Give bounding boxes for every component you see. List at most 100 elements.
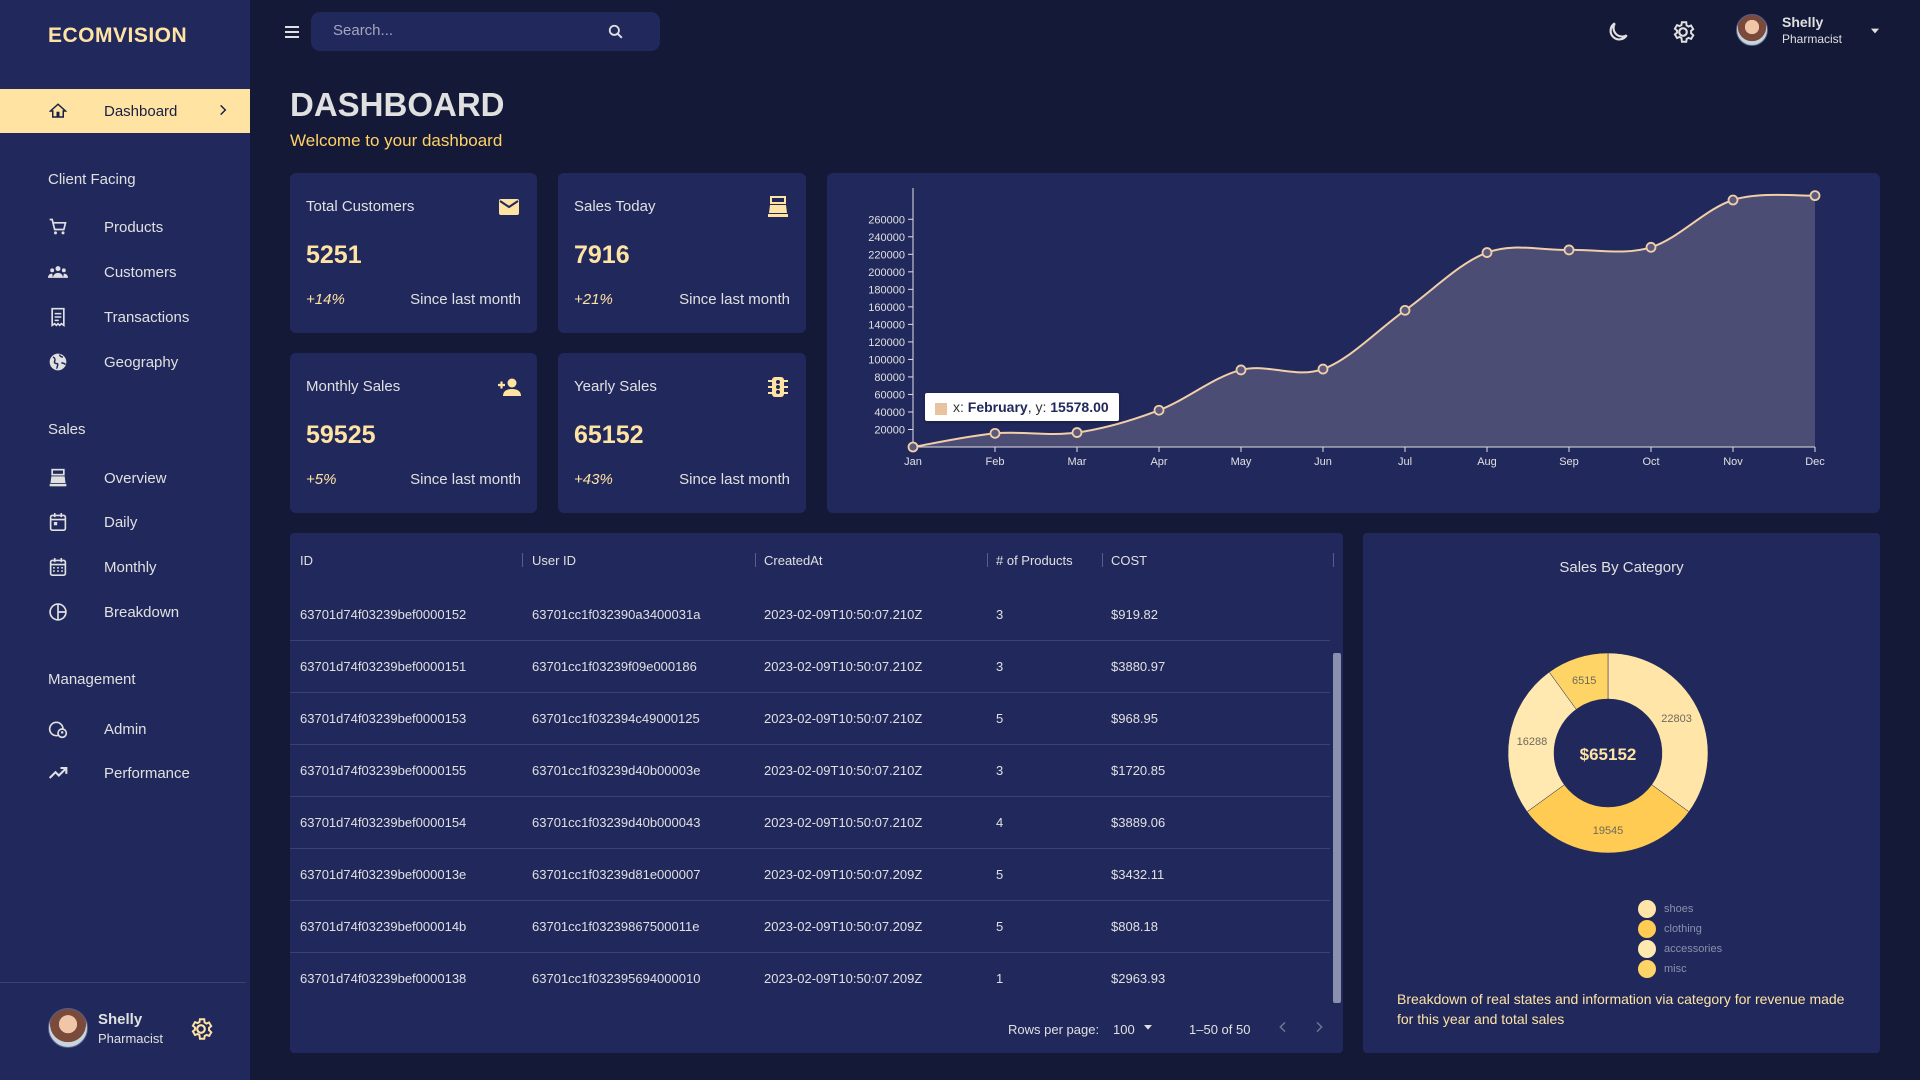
table-row[interactable]: 63701d74f03239bef0000138 63701cc1f032395… [290, 953, 1330, 1005]
data-point[interactable] [1071, 427, 1083, 438]
email-icon [497, 195, 521, 219]
legend-item-clothing[interactable]: clothing [1638, 920, 1702, 938]
column-separator[interactable] [1333, 553, 1334, 567]
rows-per-page-select[interactable]: 100 [1113, 1022, 1135, 1037]
sidebar-item-monthly[interactable]: Monthly [0, 545, 250, 589]
search-input[interactable] [333, 22, 613, 39]
dark-mode-moon-icon[interactable] [1605, 19, 1631, 45]
column-header-id[interactable]: ID [300, 553, 313, 568]
column-separator[interactable] [1102, 553, 1103, 567]
chevron-down-icon[interactable] [1868, 24, 1882, 38]
sidebar-item-products[interactable]: Products [0, 205, 250, 249]
calendar-month-icon [48, 557, 68, 577]
sidebar-item-label: Breakdown [104, 603, 180, 621]
pie-slice-misc[interactable] [1548, 652, 1609, 710]
search-icon[interactable] [606, 22, 626, 42]
sidebar-item-breakdown[interactable]: Breakdown [0, 590, 250, 634]
data-point[interactable] [1481, 247, 1493, 258]
table-row[interactable]: 63701d74f03239bef0000154 63701cc1f03239d… [290, 797, 1330, 849]
sidebar-item-admin[interactable]: Admin [0, 707, 250, 751]
stat-description: Since last month [679, 291, 790, 308]
stat-description: Since last month [410, 291, 521, 308]
cell-products: 5 [996, 711, 1004, 726]
x-tick-label: Mar [1068, 456, 1087, 468]
column-separator[interactable] [987, 553, 988, 567]
legend-item-shoes[interactable]: shoes [1638, 900, 1693, 918]
user-role: Pharmacist [98, 1030, 164, 1046]
next-page-icon[interactable] [1311, 1019, 1327, 1035]
cell-id: 63701d74f03239bef000013e [300, 867, 467, 882]
table-scrollbar[interactable] [1333, 653, 1341, 1003]
sidebar-item-daily[interactable]: Daily [0, 500, 250, 544]
chevron-down-icon[interactable] [1140, 1019, 1156, 1035]
sidebar-item-transactions[interactable]: Transactions [0, 295, 250, 339]
data-point[interactable] [907, 441, 919, 453]
sidebar-item-performance[interactable]: Performance [0, 751, 250, 795]
previous-page-icon[interactable] [1275, 1019, 1291, 1035]
cell-created-at: 2023-02-09T10:50:07.210Z [764, 763, 923, 778]
pie-slice-label: 16288 [1517, 736, 1548, 748]
sidebar-item-dashboard[interactable]: Dashboard [0, 89, 250, 133]
column-header-cost[interactable]: COST [1111, 553, 1148, 568]
data-point[interactable] [989, 427, 1001, 439]
data-point[interactable] [1153, 404, 1165, 416]
cell-user-id: 63701cc1f03239f09e000186 [532, 659, 697, 674]
data-point[interactable] [1399, 304, 1411, 316]
sidebar-item-label: Performance [104, 764, 190, 782]
column-separator[interactable] [755, 553, 756, 567]
table-row[interactable]: 63701d74f03239bef0000155 63701cc1f03239d… [290, 745, 1330, 797]
cell-cost: $3432.11 [1111, 867, 1165, 882]
chevron-right-icon [216, 103, 230, 120]
legend-label: misc [1664, 963, 1687, 975]
transactions-table: ID User ID CreatedAt # of Products COST … [290, 533, 1343, 1053]
user-name: Shelly [1782, 14, 1824, 30]
cell-created-at: 2023-02-09T10:50:07.209Z [764, 971, 923, 986]
settings-gear-icon[interactable] [1670, 19, 1696, 45]
sidebar-item-label: Customers [104, 263, 177, 281]
legend-label: shoes [1664, 903, 1694, 915]
sidebar-item-customers[interactable]: Customers [0, 250, 250, 294]
cell-products: 3 [996, 607, 1004, 622]
table-row[interactable]: 63701d74f03239bef0000151 63701cc1f03239f… [290, 641, 1330, 693]
sidebar-item-overview[interactable]: Overview [0, 456, 250, 500]
legend-item-accessories[interactable]: accessories [1638, 940, 1722, 958]
y-tick-label: 160000 [868, 302, 905, 314]
top-user-menu[interactable]: Shelly Pharmacist [1736, 14, 1842, 46]
table-row[interactable]: 63701d74f03239bef0000152 63701cc1f032390… [290, 589, 1330, 641]
cell-created-at: 2023-02-09T10:50:07.210Z [764, 711, 923, 726]
cell-products: 3 [996, 763, 1004, 778]
column-header-products[interactable]: # of Products [996, 553, 1073, 568]
y-tick-label: 180000 [868, 284, 905, 296]
avatar [48, 1008, 88, 1048]
cell-id: 63701d74f03239bef0000152 [300, 607, 467, 622]
pie-slice-shoes[interactable] [1607, 652, 1709, 813]
settings-gear-icon[interactable] [188, 1016, 214, 1042]
brand-logo[interactable]: ECOMVISION [48, 24, 188, 47]
table-row[interactable]: 63701d74f03239bef0000153 63701cc1f032394… [290, 693, 1330, 745]
stat-card-total-customers: Total Customers 5251 +14% Since last mon… [290, 173, 537, 333]
pie-slice-accessories[interactable] [1507, 671, 1577, 813]
rows-per-page-label: Rows per page: [1008, 1022, 1100, 1037]
data-point[interactable] [1563, 244, 1575, 256]
column-separator[interactable] [522, 553, 523, 567]
table-row[interactable]: 63701d74f03239bef000013e 63701cc1f03239d… [290, 849, 1330, 901]
column-header-user-id[interactable]: User ID [532, 553, 577, 568]
column-header-created-at[interactable]: CreatedAt [764, 553, 823, 568]
stat-increase: +21% [574, 291, 613, 308]
data-point[interactable] [1727, 194, 1739, 206]
data-point[interactable] [1645, 241, 1657, 253]
table-row[interactable]: 63701d74f03239bef000014b 63701cc1f032398… [290, 901, 1330, 953]
sales-by-category-pie[interactable]: 22803 19545 16288 6515 $65152 [1363, 593, 1880, 893]
legend-item-misc[interactable]: misc [1638, 960, 1687, 978]
sidebar-item-geography[interactable]: Geography [0, 340, 250, 384]
cell-cost: $2963.93 [1111, 971, 1166, 986]
data-point[interactable] [1809, 190, 1821, 202]
menu-icon[interactable] [280, 20, 304, 44]
sales-line-chart[interactable]: 20000 40000 60000 80000 100000 120000 140000 16… [827, 173, 1880, 513]
cell-id: 63701d74f03239bef000014b [300, 919, 467, 934]
user-name: Shelly [98, 1010, 143, 1028]
data-point[interactable] [1235, 364, 1247, 376]
pie-slice-clothing[interactable] [1526, 784, 1690, 854]
stat-card-yearly-sales: Yearly Sales 65152 +43% Since last month [558, 353, 806, 513]
data-point[interactable] [1317, 363, 1329, 375]
